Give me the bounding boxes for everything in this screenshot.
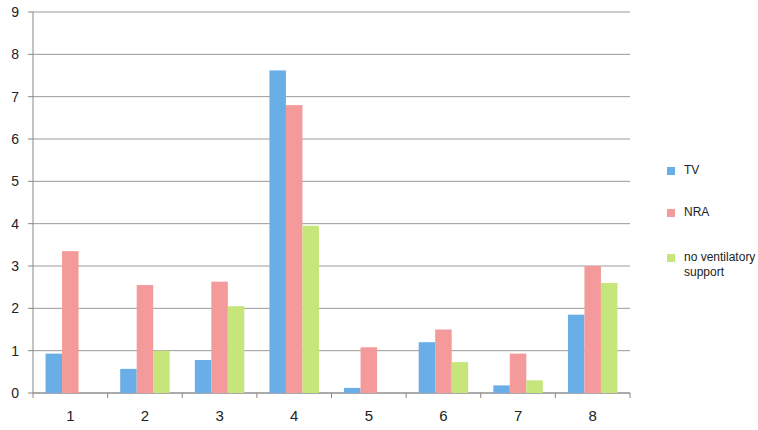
grid-line — [33, 266, 630, 267]
x-tick — [33, 393, 34, 398]
grid-line — [33, 54, 630, 55]
legend-label: TV — [684, 163, 758, 178]
y-tick-label: 4 — [11, 216, 19, 232]
y-tick-label: 2 — [11, 300, 19, 316]
x-tick-label: 1 — [66, 407, 74, 424]
bar — [435, 330, 452, 394]
x-tick-label: 3 — [215, 407, 223, 424]
bar — [211, 282, 228, 393]
bar — [493, 385, 510, 393]
grid-line — [33, 181, 630, 182]
bar — [584, 266, 601, 393]
bar — [62, 251, 79, 393]
x-tick-label: 6 — [439, 407, 447, 424]
y-axis — [33, 12, 34, 393]
x-tick — [630, 393, 631, 398]
x-tick-label: 4 — [290, 407, 298, 424]
grid-line — [33, 12, 630, 13]
bar — [195, 360, 212, 393]
bar — [137, 285, 154, 393]
bar — [601, 283, 618, 393]
bar — [452, 362, 469, 393]
y-tick-label: 0 — [11, 385, 19, 401]
x-tick — [256, 393, 257, 398]
x-tick-label: 8 — [589, 407, 597, 424]
legend-label: no ventilatory support — [684, 250, 758, 280]
y-tick-label: 6 — [11, 131, 19, 147]
bar — [153, 351, 170, 393]
bar — [526, 380, 543, 393]
y-tick — [28, 96, 33, 97]
bar — [377, 393, 394, 394]
bar — [361, 347, 378, 393]
y-tick-label: 3 — [11, 258, 19, 274]
bar — [120, 369, 137, 393]
y-tick-label: 7 — [11, 89, 19, 105]
legend-label: NRA — [684, 205, 758, 220]
y-tick — [28, 223, 33, 224]
y-tick — [28, 350, 33, 351]
y-tick-label: 9 — [11, 4, 19, 20]
y-tick-label: 8 — [11, 46, 19, 62]
x-tick-label: 7 — [514, 407, 522, 424]
y-tick — [28, 12, 33, 13]
bar — [286, 105, 303, 393]
bar — [510, 354, 527, 393]
chart: 0 1 2 3 4 5 6 7 8 9 1 2 3 4 5 6 7 8 — [0, 0, 758, 430]
y-tick — [28, 181, 33, 182]
legend-swatch — [667, 167, 675, 175]
bar — [269, 70, 286, 393]
bar — [419, 342, 436, 393]
x-tick-label: 5 — [365, 407, 373, 424]
bars — [46, 70, 618, 393]
x-tick — [182, 393, 183, 398]
x-tick — [107, 393, 108, 398]
grid-line — [33, 308, 630, 309]
x-tick-label: 2 — [141, 407, 149, 424]
bar — [302, 226, 319, 393]
y-tick — [28, 139, 33, 140]
y-tick — [28, 393, 33, 394]
grid-line — [33, 96, 630, 97]
y-tick — [28, 54, 33, 55]
y-tick-label: 5 — [11, 173, 19, 189]
bar — [568, 315, 585, 393]
chart-wrap: 0 1 2 3 4 5 6 7 8 9 1 2 3 4 5 6 7 8 TV NRA no ventilatory su… — [0, 0, 758, 430]
x-tick — [480, 393, 481, 398]
bar — [79, 393, 96, 394]
x-tick — [406, 393, 407, 398]
x-tick — [555, 393, 556, 398]
bar — [344, 388, 361, 393]
grid-line — [33, 350, 630, 351]
grid-line — [33, 139, 630, 140]
bar — [46, 354, 63, 393]
x-tick — [331, 393, 332, 398]
legend-swatch — [667, 254, 675, 262]
y-tick-label: 1 — [11, 343, 19, 359]
legend-swatch — [667, 209, 675, 217]
y-tick — [28, 266, 33, 267]
grid-line — [33, 223, 630, 224]
bar — [228, 306, 245, 393]
y-tick — [28, 308, 33, 309]
